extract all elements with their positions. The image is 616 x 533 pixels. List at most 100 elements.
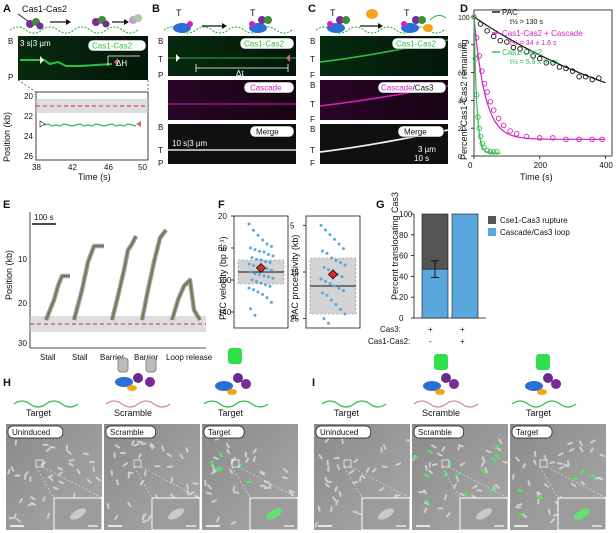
kymo-label: Cas1-Cas2 xyxy=(244,40,285,49)
target-label: T xyxy=(250,8,256,18)
fluorescent-cell xyxy=(571,477,578,481)
cell xyxy=(281,476,288,480)
data-point xyxy=(327,268,330,272)
data-point xyxy=(477,21,484,27)
cell xyxy=(563,463,570,468)
y-tick-label: 5 xyxy=(290,221,295,230)
cell xyxy=(154,465,161,468)
data-point xyxy=(569,68,576,74)
cell xyxy=(30,496,36,501)
cell xyxy=(49,445,56,449)
cell xyxy=(226,442,230,449)
cell xyxy=(52,486,59,490)
cell xyxy=(333,456,340,460)
panel-b: T T Δt Cas1-Cas2 Cascade Merge 10 s|3 µm… xyxy=(158,8,296,168)
data-point xyxy=(253,248,257,252)
data-point xyxy=(270,244,273,248)
cell xyxy=(10,466,15,472)
zoomed-cell xyxy=(377,508,395,520)
cell xyxy=(430,444,437,449)
cell xyxy=(334,486,338,492)
cell xyxy=(366,467,370,473)
cell xyxy=(8,516,15,520)
data-point xyxy=(536,55,543,62)
side-label-t: T xyxy=(310,146,315,155)
kymo-label-box xyxy=(391,37,447,50)
cell xyxy=(566,460,570,466)
panel-label-a: A xyxy=(3,3,11,15)
fluorescent-cell xyxy=(480,468,486,474)
dna-strand-icon xyxy=(321,400,387,408)
data-point xyxy=(321,291,324,295)
data-point xyxy=(339,261,342,265)
data-point xyxy=(255,280,258,284)
cell xyxy=(348,469,355,475)
data-point xyxy=(265,242,269,246)
category-label: Stall xyxy=(72,353,88,362)
data-point xyxy=(490,107,497,113)
cell xyxy=(88,460,95,464)
cell xyxy=(444,494,448,501)
cell xyxy=(144,470,147,477)
data-point xyxy=(599,136,605,143)
panel-d: Percent Cas1-Cas2 remaining Time (s) 0 20… xyxy=(458,8,613,182)
fluorescent-cell xyxy=(537,495,544,499)
cell xyxy=(141,514,145,521)
construct-label: Target xyxy=(218,408,244,418)
kymo-label-box xyxy=(243,81,295,94)
legend-name: Cas1-Cas2 xyxy=(502,48,543,57)
plot-frame xyxy=(35,91,149,161)
target-label: T xyxy=(404,8,410,18)
cell xyxy=(549,461,556,464)
row-label: Cas3: xyxy=(380,325,401,334)
data-point xyxy=(322,317,326,321)
cell xyxy=(29,476,32,483)
cell xyxy=(244,451,247,458)
data-point xyxy=(495,115,502,122)
plot-frame xyxy=(473,9,613,157)
tile-label: Scramble xyxy=(110,428,144,437)
cell xyxy=(445,512,451,518)
cell xyxy=(268,483,272,490)
cell xyxy=(48,476,54,482)
zoom-line xyxy=(238,466,299,499)
delta-t-bracket xyxy=(195,64,289,72)
cell xyxy=(380,447,383,453)
side-label-t: T xyxy=(158,55,163,64)
cell xyxy=(106,503,110,510)
legend-name: PAC xyxy=(502,8,518,17)
cell xyxy=(329,506,333,513)
cell xyxy=(326,459,329,466)
data-point xyxy=(475,114,481,120)
y-tick-label: 100 xyxy=(458,15,470,22)
cell xyxy=(252,448,258,454)
cas1-cas2-complex-icon xyxy=(26,18,44,30)
cell xyxy=(166,452,173,458)
kymo-label-box xyxy=(397,125,445,138)
y-tick-label: 0 xyxy=(458,154,462,161)
ytick: 20 xyxy=(24,92,33,101)
pac-gfp-complex-icon xyxy=(423,354,459,395)
mean-marker xyxy=(327,269,339,280)
zoomed-cell xyxy=(475,508,493,520)
tile-label-box xyxy=(511,425,553,439)
cell xyxy=(459,462,466,467)
data-point xyxy=(523,133,530,140)
y-tick-label: 60 xyxy=(399,252,408,261)
start-arrow-icon xyxy=(40,56,44,64)
row-value: + xyxy=(460,325,465,334)
x-tick-label: 400 xyxy=(599,161,613,170)
cell xyxy=(332,496,337,502)
scatter-marks: 20 60 100 140 5 15 25 xyxy=(218,212,357,325)
pac-trajectories xyxy=(43,228,202,322)
zoom-box xyxy=(133,459,142,468)
cell xyxy=(436,452,443,457)
cell xyxy=(353,458,359,464)
cell xyxy=(72,492,76,499)
scale-label: 3 µm xyxy=(418,145,436,154)
legend-sub: t½ = 5.9 ± 0.1 s xyxy=(510,58,559,66)
zoom-line xyxy=(343,466,363,499)
cell xyxy=(216,516,220,523)
